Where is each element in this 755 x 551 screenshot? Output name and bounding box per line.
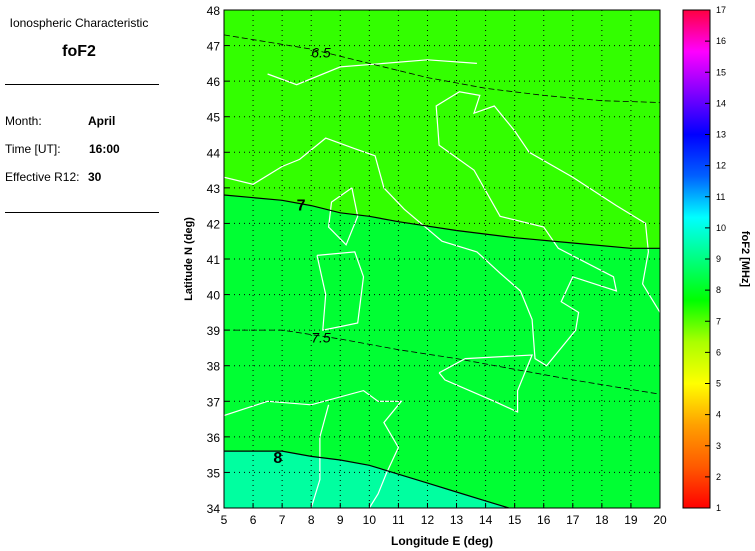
- contour-line-7: [224, 194, 660, 249]
- x-tick-label: 5: [221, 513, 228, 527]
- colorbar-tick-label: 17: [716, 5, 726, 15]
- divider: [5, 212, 159, 213]
- y-tick-label: 41: [207, 253, 221, 267]
- contour-line-7.5: [224, 329, 660, 395]
- grid: [224, 10, 660, 508]
- x-tick-label: 9: [337, 513, 344, 527]
- colorbar-tick-label: 5: [716, 379, 721, 389]
- colorbar-tick-label: 4: [716, 410, 721, 420]
- parameter-name: foF2: [62, 43, 96, 60]
- x-tick-label: 14: [479, 513, 493, 527]
- y-axis-label: Latitude N (deg): [183, 217, 195, 301]
- coastline: [267, 59, 477, 86]
- y-tick-label: 47: [207, 40, 221, 54]
- coastline: [224, 389, 403, 508]
- colorbar-tick-label: 2: [716, 472, 721, 482]
- band-7-to-8: [224, 195, 660, 508]
- y-tick-label: 46: [207, 75, 221, 89]
- y-tick-label: 35: [207, 466, 221, 480]
- r12-value: 30: [88, 170, 102, 184]
- coastline: [224, 91, 660, 367]
- contour-label: 6.5: [311, 45, 331, 61]
- colorbar-tick-label: 6: [716, 347, 721, 357]
- x-tick-label: 19: [624, 513, 638, 527]
- coastline: [438, 354, 534, 413]
- y-tick-label: 38: [207, 360, 221, 374]
- x-tick-label: 15: [508, 513, 522, 527]
- colorbar-tick-label: 8: [716, 285, 721, 295]
- colorbar-tick-label: 13: [716, 130, 726, 140]
- colorbar-tick-label: 3: [716, 441, 721, 451]
- colorbar-tick-label: 16: [716, 36, 726, 46]
- y-tick-label: 42: [207, 217, 221, 231]
- r12-label: Effective R12:: [5, 170, 80, 184]
- contour-label: 7.5: [311, 329, 331, 345]
- x-tick-label: 6: [250, 513, 257, 527]
- coastline: [310, 404, 330, 508]
- contour-line-8: [224, 450, 510, 508]
- y-tick-label: 37: [207, 395, 221, 409]
- y-tick-label: 45: [207, 111, 221, 125]
- x-tick-label: 8: [308, 513, 315, 527]
- x-tick-label: 18: [595, 513, 609, 527]
- coastline: [327, 187, 359, 246]
- x-tick-label: 10: [363, 513, 377, 527]
- y-tick-label: 44: [207, 146, 221, 160]
- x-tick-label: 7: [279, 513, 286, 527]
- x-tick-label: 20: [653, 513, 667, 527]
- colorbar-tick-label: 11: [716, 192, 725, 202]
- band-above-8: [224, 451, 509, 508]
- contour-line-6.5: [224, 34, 660, 103]
- colorbar-tick-label: 1: [716, 503, 721, 513]
- contour-label: 7: [297, 198, 306, 215]
- colorbar-label: foF2 [MHz]: [739, 231, 751, 288]
- contour-label: 8: [273, 450, 282, 467]
- y-tick-label: 48: [207, 4, 221, 18]
- divider: [5, 84, 159, 85]
- panel-heading: Ionospheric Characteristic: [9, 16, 149, 30]
- y-tick-label: 43: [207, 182, 221, 196]
- coastlines: [224, 59, 660, 508]
- x-tick-label: 16: [537, 513, 551, 527]
- colorbar-tick-label: 7: [716, 316, 721, 326]
- x-axis-label: Longitude E (deg): [391, 534, 493, 548]
- x-tick-label: 17: [566, 513, 580, 527]
- colorbar-tick-label: 10: [716, 223, 726, 233]
- month-label: Month:: [5, 114, 42, 128]
- time-label: Time [UT]:: [5, 142, 61, 156]
- y-tick-label: 36: [207, 431, 221, 445]
- y-tick-label: 34: [207, 502, 221, 516]
- time-value: 16:00: [89, 142, 120, 156]
- colorbar-tick-label: 14: [716, 98, 726, 108]
- month-value: April: [88, 114, 116, 128]
- x-tick-label: 11: [392, 513, 405, 527]
- colorbar-tick-label: 12: [716, 161, 726, 171]
- x-tick-label: 12: [421, 513, 435, 527]
- colorbar-tick-label: 15: [716, 67, 726, 77]
- x-tick-label: 13: [450, 513, 464, 527]
- colorbar-tick-label: 9: [716, 254, 721, 264]
- y-tick-label: 39: [207, 324, 221, 338]
- coastline: [316, 251, 365, 331]
- y-tick-label: 40: [207, 289, 221, 303]
